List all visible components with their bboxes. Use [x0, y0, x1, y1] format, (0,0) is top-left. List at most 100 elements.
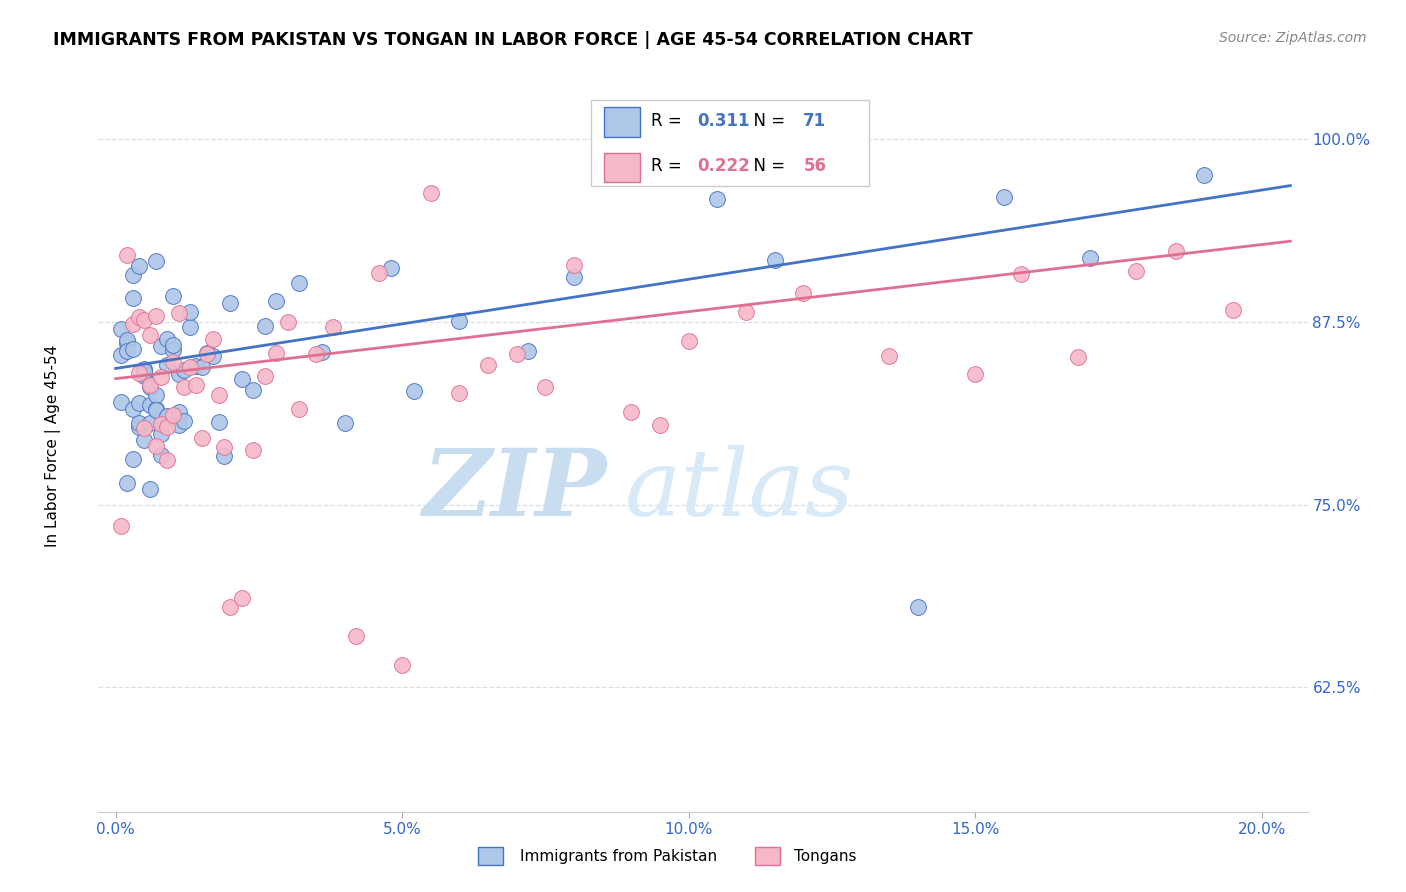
Point	[179, 359, 201, 374]
Point	[121, 291, 143, 305]
Point	[156, 332, 179, 346]
Point	[706, 192, 728, 206]
Point	[534, 380, 557, 394]
Point	[145, 440, 167, 454]
Point	[648, 132, 671, 146]
Point	[477, 358, 499, 372]
Point	[110, 348, 132, 362]
Point	[139, 483, 162, 497]
Text: N =: N =	[742, 157, 790, 175]
Point	[139, 416, 162, 430]
Point	[167, 367, 190, 381]
Point	[219, 295, 242, 310]
Point	[419, 186, 441, 200]
Point	[1067, 350, 1090, 364]
FancyBboxPatch shape	[603, 153, 640, 182]
Point	[173, 363, 195, 377]
Point	[190, 431, 212, 445]
Point	[620, 405, 643, 419]
Text: R =: R =	[651, 157, 688, 175]
Point	[264, 293, 287, 308]
Point	[115, 333, 138, 347]
Text: In Labor Force | Age 45-54: In Labor Force | Age 45-54	[45, 345, 62, 547]
Point	[1222, 302, 1244, 317]
Point	[517, 343, 540, 358]
Point	[162, 289, 184, 303]
Point	[139, 398, 162, 412]
Point	[156, 358, 179, 372]
Point	[214, 450, 236, 464]
Point	[145, 387, 167, 401]
Point	[877, 349, 900, 363]
Point	[128, 416, 150, 430]
Point	[322, 319, 344, 334]
Point	[391, 658, 413, 673]
Point	[1194, 169, 1216, 183]
Point	[162, 408, 184, 422]
Text: R =: R =	[651, 112, 688, 129]
Point	[179, 320, 201, 334]
Point	[449, 386, 471, 401]
Point	[368, 267, 391, 281]
Point	[562, 258, 585, 272]
Point	[1125, 264, 1147, 278]
Point	[162, 343, 184, 357]
Point	[190, 360, 212, 375]
Point	[115, 475, 138, 490]
Point	[115, 336, 138, 351]
Point	[1164, 244, 1187, 258]
Point	[150, 417, 173, 432]
Point	[115, 248, 138, 262]
Point	[1010, 267, 1032, 281]
Point	[134, 362, 156, 376]
FancyBboxPatch shape	[591, 100, 869, 186]
Point	[1078, 251, 1101, 265]
Point	[562, 270, 585, 285]
Point	[150, 369, 173, 384]
Point	[648, 418, 671, 433]
Text: 56: 56	[803, 157, 827, 175]
Point	[305, 346, 328, 360]
Point	[150, 427, 173, 442]
Point	[145, 253, 167, 268]
Text: IMMIGRANTS FROM PAKISTAN VS TONGAN IN LABOR FORCE | AGE 45-54 CORRELATION CHART: IMMIGRANTS FROM PAKISTAN VS TONGAN IN LA…	[53, 31, 973, 49]
Point	[139, 380, 162, 394]
Point	[110, 519, 132, 533]
Point	[402, 384, 425, 398]
Point	[678, 334, 700, 348]
Point	[110, 394, 132, 409]
Point	[128, 366, 150, 380]
Point	[219, 599, 242, 614]
Point	[162, 355, 184, 369]
Point	[214, 441, 236, 455]
Point	[173, 414, 195, 428]
Point	[134, 369, 156, 384]
Point	[344, 629, 367, 643]
Point	[145, 401, 167, 416]
Point	[121, 451, 143, 466]
Point	[167, 405, 190, 419]
Point	[173, 380, 195, 394]
Point	[380, 260, 402, 275]
Point	[506, 347, 529, 361]
Point	[139, 327, 162, 342]
Point	[965, 368, 987, 382]
Text: N =: N =	[742, 112, 790, 129]
Point	[110, 322, 132, 336]
Point	[242, 383, 264, 397]
Point	[993, 190, 1015, 204]
Point	[134, 420, 156, 434]
Point	[202, 332, 225, 346]
Point	[288, 402, 311, 417]
Point	[121, 342, 143, 356]
Point	[167, 306, 190, 320]
Point	[128, 396, 150, 410]
Point	[134, 364, 156, 378]
Point	[162, 338, 184, 352]
Point	[449, 314, 471, 328]
Point	[184, 378, 207, 392]
Point	[121, 317, 143, 331]
Point	[231, 372, 253, 386]
Point	[208, 387, 231, 401]
Point	[792, 285, 814, 300]
